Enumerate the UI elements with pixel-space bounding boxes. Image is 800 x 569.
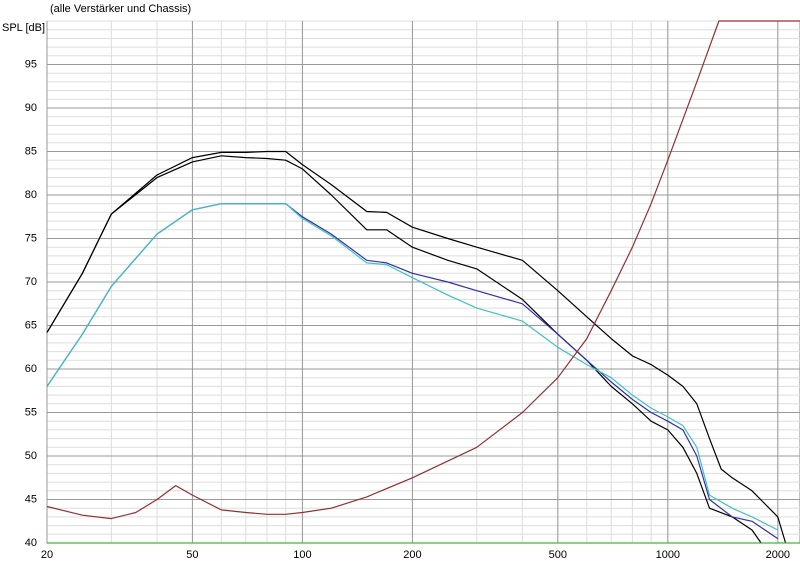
- y-tick-label: 60: [25, 363, 37, 375]
- x-tick-label: 200: [403, 549, 421, 561]
- y-tick-label: 50: [25, 450, 37, 462]
- y-tick-label: 65: [25, 319, 37, 331]
- x-tick-label: 500: [549, 549, 567, 561]
- series-line: [46, 150, 787, 544]
- y-tick-label: 55: [25, 406, 37, 418]
- x-tick-label: 2000: [766, 549, 790, 561]
- y-tick-label: 40: [25, 537, 37, 549]
- y-tick-label: 90: [25, 102, 37, 114]
- x-tick-label: 20: [41, 549, 53, 561]
- y-tick-label: 95: [25, 58, 37, 70]
- y-axis-label: SPL [dB]: [2, 22, 45, 34]
- series-line: [46, 203, 779, 531]
- x-tick-label: 100: [293, 549, 311, 561]
- series-line: [46, 20, 800, 520]
- series-line: [46, 155, 762, 544]
- y-tick-label: 45: [25, 493, 37, 505]
- chart-title: (alle Verstärker und Chassis): [50, 3, 191, 15]
- y-tick-label: 75: [25, 232, 37, 244]
- y-tick-label: 70: [25, 276, 37, 288]
- x-tick-label: 50: [186, 549, 198, 561]
- y-tick-label: 85: [25, 145, 37, 157]
- y-tick-label: 80: [25, 189, 37, 201]
- x-tick-label: 1000: [656, 549, 680, 561]
